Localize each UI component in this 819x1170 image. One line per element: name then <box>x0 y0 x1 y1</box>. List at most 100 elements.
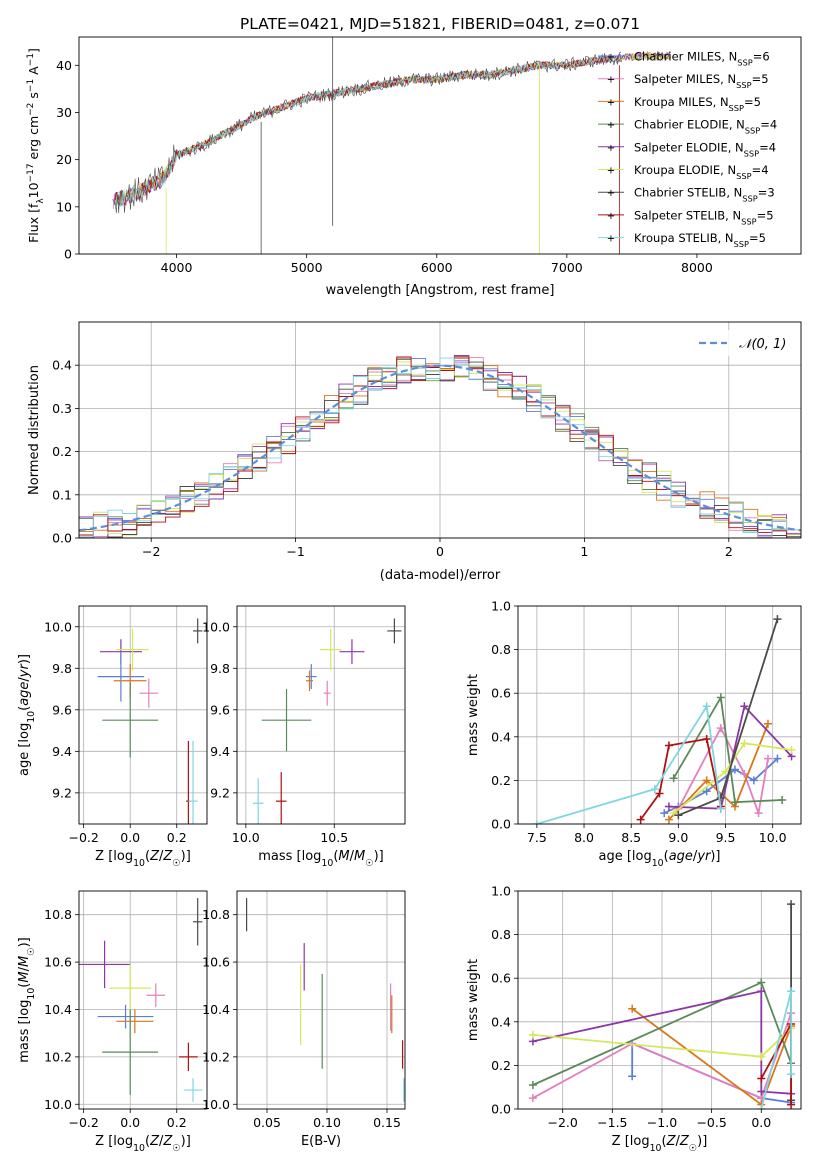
mass-vs-metallicity-panel: −0.2 0.0 0.2 10.0 10.2 10.4 10.6 10.8 Z [log10(Z… <box>17 890 208 1154</box>
weight-marker <box>628 1004 637 1013</box>
errorbar-point-chabrier_elodie <box>102 1009 159 1095</box>
weight-marker <box>787 1100 796 1109</box>
y-tick-label: 0.6 <box>491 686 511 701</box>
plot-area <box>112 37 672 254</box>
errorbar-point-chabrier_miles <box>97 1004 154 1029</box>
y-tick-label: 9.2 <box>210 785 230 800</box>
weight-marker <box>773 615 782 624</box>
weight-marker <box>660 809 669 818</box>
errorbar-point-salpeter_elodie <box>79 940 131 989</box>
weight-marker <box>650 785 659 794</box>
weight-vs-metallicity-panel: −2.0 −1.5 −1.0 −0.5 0.0 0.0 0.2 0.4 0.6 0.8 1.0 Z [… <box>466 884 802 1154</box>
y-tick-label: 10.2 <box>44 1049 72 1064</box>
y-tick-label: 10.0 <box>44 1097 72 1112</box>
errorbar-point-salpeter_elodie <box>339 639 365 665</box>
weight-marker <box>702 702 711 711</box>
y-tick-label: 1.0 <box>491 599 511 614</box>
legend: + Chabrier MILES, NSSP=6 + Salpeter MILES, … <box>598 50 777 249</box>
y-axis-label: age [log10(age/yr)] <box>17 654 37 776</box>
weight-marker <box>674 811 683 820</box>
weight-marker <box>669 774 678 783</box>
y-axis-label: Flux [fλ10−17 erg cm−2 s−1 A−1] <box>26 48 46 243</box>
plot-area <box>97 618 203 824</box>
legend-label-chabrier_miles: Chabrier MILES, NSSP=6 <box>634 50 770 68</box>
y-tick-label: 0.1 <box>52 487 72 502</box>
x-axis-label: E(B-V) <box>301 1134 341 1149</box>
weight-marker <box>532 820 541 824</box>
y-axis-label: mass [log10(M/M☉)] <box>17 937 37 1063</box>
weight-vs-age-panel: 7.5 8.0 8.5 9.0 9.5 10.0 0.0 0.2 0.4 0.6 0.8 1.0 age… <box>466 599 802 869</box>
y-tick-label: 10.8 <box>202 907 230 922</box>
x-tick-label: 0.0 <box>751 1115 771 1130</box>
y-tick-label: 9.4 <box>210 744 230 759</box>
weight-marker <box>664 802 673 811</box>
y-tick-label: 9.4 <box>52 744 72 759</box>
x-tick-label: 7000 <box>551 260 583 275</box>
y-tick-label: 0.2 <box>52 444 72 459</box>
weight-marker <box>636 815 645 824</box>
x-tick-label: −1.0 <box>647 1115 677 1130</box>
y-axis-label: mass weight <box>466 674 481 756</box>
legend-label-kroupa_elodie: Kroupa ELODIE, NSSP=4 <box>634 163 769 181</box>
weight-marker <box>757 978 766 987</box>
y-tick-label: 20 <box>56 152 72 167</box>
errorbar-point-kroupa_miles <box>116 1009 154 1034</box>
weight-marker <box>528 1094 537 1103</box>
legend-label-kroupa_stelib: Kroupa STELIB, NSSP=5 <box>634 231 766 249</box>
x-tick-label: 0.0 <box>120 1115 140 1130</box>
y-tick-label: 0 <box>64 247 72 262</box>
weight-marker <box>763 719 772 728</box>
x-tick-label: 4000 <box>161 260 193 275</box>
weight-marker <box>778 796 787 805</box>
weight-marker <box>528 1081 537 1090</box>
weight-line-kroupa_stelib <box>536 703 722 824</box>
weight-marker <box>664 741 673 750</box>
legend-marker: + <box>607 143 615 154</box>
residual-histogram-panel: −2 −1 0 1 2 0.0 0.1 0.2 0.3 0.4 𝒩(0, 1) (data-model… <box>27 321 802 583</box>
errorbar-point-chabrier_elodie <box>261 689 312 752</box>
weight-marker <box>716 804 725 813</box>
x-axis-label: Z [log10(Z/Z☉)] <box>95 1134 191 1154</box>
axes-frame <box>517 890 802 1110</box>
x-tick-label: 2 <box>725 544 733 559</box>
axes-frame <box>236 605 406 825</box>
errorbar-point-salpeter_miles <box>323 680 331 706</box>
x-tick-label: −0.5 <box>696 1115 726 1130</box>
legend-box <box>690 330 794 356</box>
x-axis-label: Z [log10(Z/Z☉)] <box>95 849 191 869</box>
x-tick-label: −0.2 <box>68 830 98 845</box>
axes-frame <box>517 605 802 825</box>
plot-area <box>528 900 796 1109</box>
weight-marker <box>740 702 749 711</box>
weight-marker <box>664 815 673 824</box>
x-tick-label: 0.15 <box>373 1115 401 1130</box>
legend-label-salpeter_stelib: Salpeter STELIB, NSSP=5 <box>634 208 774 226</box>
weight-marker <box>787 987 796 996</box>
y-tick-label: 0.0 <box>491 817 511 832</box>
figure-title: PLATE=0421, MJD=51821, FIBERID=0481, z=0… <box>240 15 640 33</box>
y-tick-label: 10.6 <box>202 955 230 970</box>
y-tick-label: 9.6 <box>52 702 72 717</box>
y-axis-label: mass weight <box>466 959 481 1041</box>
errorbar-point-chabrier_miles <box>305 664 317 690</box>
x-tick-label: −1.5 <box>597 1115 627 1130</box>
weight-marker <box>528 1030 537 1039</box>
y-tick-label: 0.0 <box>491 1102 511 1117</box>
legend-marker: + <box>607 188 615 199</box>
x-tick-label: 6000 <box>421 260 453 275</box>
legend-marker: + <box>607 75 615 86</box>
weight-marker <box>730 798 739 807</box>
x-tick-label: 10.5 <box>320 830 348 845</box>
weight-marker <box>628 1072 637 1081</box>
weight-marker <box>757 1105 766 1109</box>
errorbar-point-kroupa_elodie <box>320 628 342 671</box>
x-axis-label: mass [log10(M/M☉)] <box>258 849 384 869</box>
errorbar-point-chabrier_miles <box>97 651 145 702</box>
mass-vs-ebv-panel: 0.05 0.10 0.15 10.0 10.2 10.4 10.6 10.8 E(B-V) <box>202 890 406 1149</box>
y-tick-label: 0.8 <box>491 927 511 942</box>
axes-frame <box>78 890 208 1110</box>
y-tick-label: 40 <box>56 58 72 73</box>
x-tick-label: 8.0 <box>574 830 594 845</box>
errorbar-point-kroupa_stelib <box>188 740 198 824</box>
plot-area <box>79 898 203 1102</box>
